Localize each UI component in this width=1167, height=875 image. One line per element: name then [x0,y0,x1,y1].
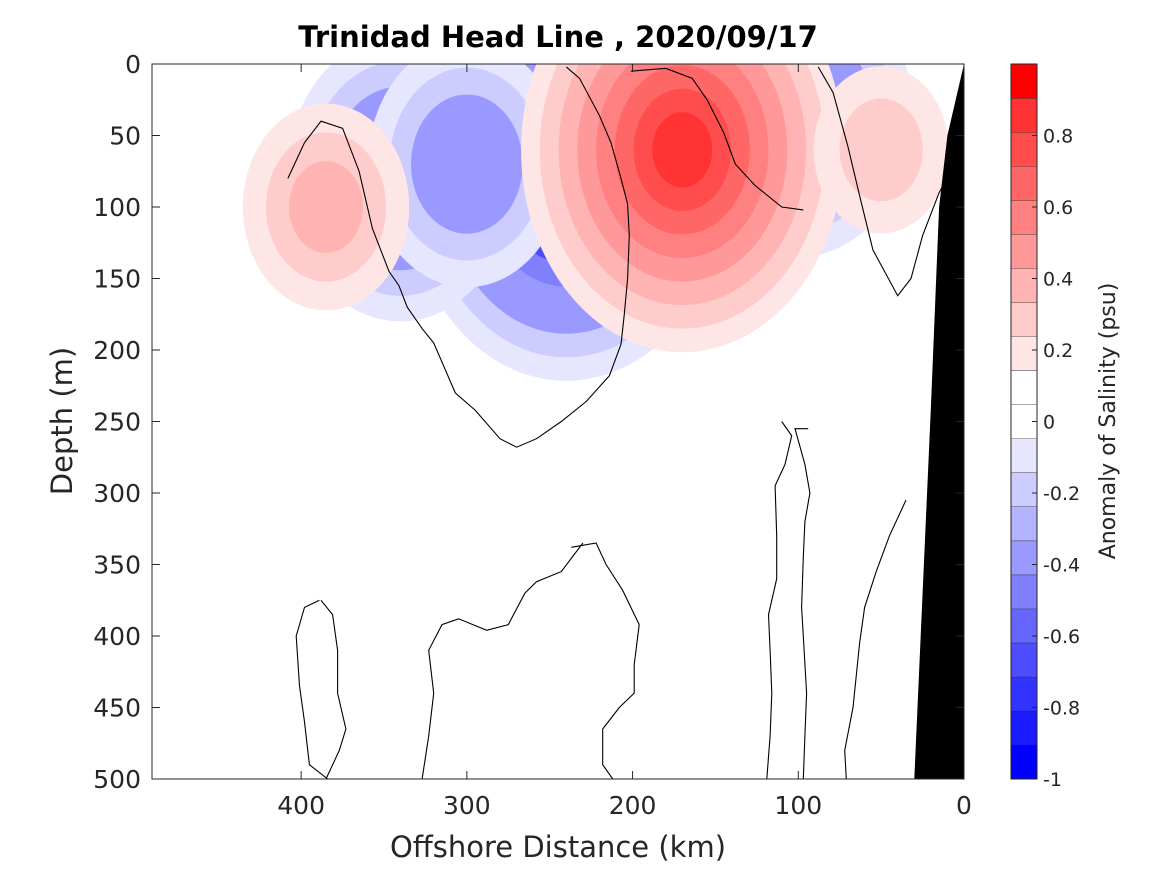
colorbar-tick-label: 0.4 [1043,269,1073,291]
contour-line-zero-mid-east [766,421,793,779]
y-tick-label: 50 [109,122,141,151]
anomaly-band [289,161,363,253]
y-tick-label: 450 [93,694,141,723]
y-tick-label: 200 [93,336,141,365]
colorbar-tick-label: -0.6 [1043,626,1080,648]
colorbar-band [1011,710,1037,745]
x-axis-label: Offshore Distance (km) [390,830,726,864]
contour-line-zero-west-b [320,599,347,779]
bathymetry-layer [914,64,964,779]
x-tick-label: 400 [277,791,325,820]
chart-title: Trinidad Head Line , 2020/09/17 [298,20,818,54]
x-tick-label: 200 [609,791,657,820]
colorbar-tick-label: 0.2 [1043,340,1073,362]
colorbar-label: Anomaly of Salinity (psu) [1096,283,1121,560]
y-axis-label: Depth (m) [45,347,79,495]
contour-line-zero-east-deep [844,499,907,779]
anomaly-fill-layer [242,64,949,381]
anomaly-band [839,98,923,202]
colorbar-band [1011,166,1037,201]
x-axis: 400 300 200 100 0 [277,64,972,820]
plot-area [151,63,965,780]
colorbar-tick-label: -1 [1043,769,1062,791]
colorbar-band [1011,540,1037,575]
x-tick-label: 0 [956,791,972,820]
seafloor-shape [914,64,964,779]
colorbar-tick-label: 0.8 [1043,126,1073,148]
anomaly-feature-6 [242,103,410,311]
y-tick-label: 400 [93,622,141,651]
y-tick-label: 100 [93,193,141,222]
y-tick-label: 300 [93,479,141,508]
colorbar: 0.8 0.6 0.4 0.2 0 -0.2 -0.4 -0.6 -0.8 -1 [1010,63,1080,791]
colorbar-band [1011,506,1037,541]
contour-line-zero-mid-east-b [794,428,811,779]
zero-contour-layer [287,66,952,779]
colorbar-band [1011,472,1037,507]
colorbar-band [1011,268,1037,303]
colorbar-tick-label: 0 [1043,412,1055,434]
colorbar-band [1011,98,1037,133]
contour-line-zero-east-loop [817,66,952,297]
y-axis: 0 50 100 150 200 250 300 350 400 450 500 [93,50,964,794]
contour-line-zero-mid [421,542,584,779]
colorbar-tick-label: -0.4 [1043,555,1080,577]
colorbar-band [1011,608,1037,643]
anomaly-feature-5 [521,64,844,353]
colorbar-band [1011,574,1037,609]
colorbar-band [1011,642,1037,677]
colorbar-band [1011,676,1037,711]
colorbar-tick-label: -0.2 [1043,483,1080,505]
y-tick-label: 500 [93,765,141,794]
colorbar-band [1011,370,1037,405]
anomaly-band [432,121,502,207]
y-tick-label: 250 [93,408,141,437]
colorbar-band [1011,336,1037,371]
colorbar-band [1011,64,1037,99]
anomaly-feature-7 [813,66,949,234]
contour-line-zero-west [295,599,329,779]
colorbar-band [1011,234,1037,269]
colorbar-tick-label: -0.8 [1043,698,1080,720]
contour-line-zero-mid-b [571,542,640,779]
y-tick-label: 0 [125,50,141,79]
y-tick-label: 150 [93,265,141,294]
colorbar-band [1011,438,1037,473]
colorbar-band [1011,132,1037,167]
x-tick-label: 100 [774,791,822,820]
colorbar-band [1011,200,1037,235]
anomaly-band [652,112,713,188]
colorbar-tick-label: 0.6 [1043,197,1073,219]
contour-line-zero-upper [287,66,630,448]
x-tick-label: 300 [443,791,491,820]
y-tick-label: 350 [93,551,141,580]
anomaly-feature-3 [368,64,566,288]
contour-line-zero-upper-east [630,67,804,211]
colorbar-band [1011,744,1037,779]
colorbar-band [1011,302,1037,337]
